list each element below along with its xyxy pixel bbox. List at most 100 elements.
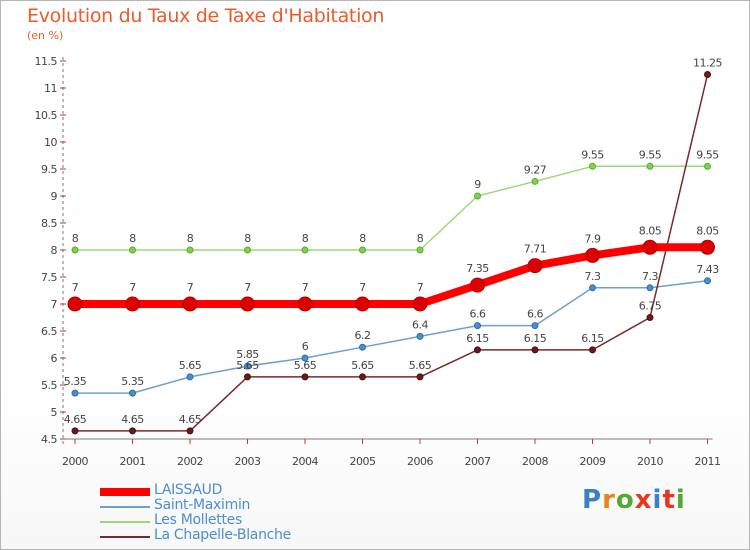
data-label: 5.65 (294, 359, 317, 372)
data-point (470, 277, 485, 293)
data-point (359, 373, 366, 381)
series-line (74, 165, 709, 251)
x-tick-label: 2003 (235, 455, 261, 468)
data-label: 7.35 (466, 262, 489, 275)
data-label: 7.9 (585, 232, 601, 245)
data-label: 4.65 (179, 413, 202, 426)
data-point (240, 296, 255, 312)
data-label: 7 (359, 281, 366, 294)
y-tick-label: 7 (51, 298, 58, 311)
data-label: 6.15 (581, 332, 604, 345)
data-point (412, 296, 428, 312)
data-label: 11.25 (693, 57, 722, 70)
y-tick-label: 10 (44, 136, 57, 149)
data-label: 6.75 (639, 300, 662, 313)
data-label: 9 (474, 178, 481, 191)
data-point (704, 71, 711, 78)
data-label: 4.65 (121, 413, 144, 426)
data-label: 8 (72, 232, 79, 245)
data-label: 9.55 (581, 148, 604, 161)
data-point (704, 277, 711, 285)
data-label: 9.55 (639, 148, 662, 161)
series-line (71, 243, 712, 308)
logo-letter: r (602, 485, 616, 515)
x-tick-label: 2006 (407, 455, 433, 468)
data-point (125, 296, 140, 312)
data-point (416, 246, 424, 254)
data-label: 7 (187, 281, 194, 294)
y-tick-label: 8 (51, 244, 58, 257)
data-point (700, 239, 715, 255)
data-label: 8 (187, 232, 194, 245)
data-point (71, 246, 79, 254)
data-label: 7.3 (642, 270, 658, 283)
legend-swatch (100, 521, 150, 523)
data-label: 9.55 (696, 148, 719, 161)
data-point (642, 239, 658, 255)
data-point (71, 427, 79, 435)
data-label: 5.85 (236, 348, 259, 361)
data-label: 6.2 (355, 329, 371, 342)
proxiti-logo: Proxiti (582, 485, 686, 515)
x-tick-label: 2000 (62, 455, 88, 468)
data-point (71, 389, 79, 397)
data-label: 9.27 (524, 163, 547, 176)
data-point (646, 162, 654, 170)
data-point (704, 162, 711, 170)
data-label: 7 (302, 281, 309, 294)
legend-swatch (100, 506, 150, 508)
data-label: 8.05 (696, 224, 719, 237)
data-label: 7 (129, 281, 136, 294)
data-point (182, 296, 198, 312)
data-point (355, 296, 370, 312)
x-tick-label: 2001 (120, 455, 146, 468)
legend-label: Les Mollettes (154, 512, 242, 528)
data-point (359, 343, 366, 351)
data-label: 6.6 (527, 308, 543, 321)
y-tick-label: 9.5 (41, 163, 57, 176)
data-point (301, 246, 309, 254)
data-label: 7.3 (585, 270, 601, 283)
logo-letter: x (634, 485, 653, 515)
legend-label: Saint-Maximin (154, 497, 251, 513)
y-tick-label: 6.5 (41, 325, 57, 338)
data-point (359, 246, 366, 254)
data-label: 6.15 (466, 332, 489, 345)
data-point (67, 296, 83, 312)
data-label: 8 (244, 232, 251, 245)
data-label: 8 (359, 232, 366, 245)
y-tick-label: 11 (44, 82, 57, 95)
y-tick-label: 4.5 (41, 433, 57, 446)
data-point (531, 322, 539, 330)
legend-swatch (100, 488, 150, 496)
data-point (589, 284, 596, 292)
data-point (129, 389, 136, 397)
logo-letter: i (675, 485, 686, 515)
y-tick-label: 10.5 (35, 109, 58, 122)
data-label: 5.65 (351, 359, 374, 372)
data-label: 5.65 (236, 359, 259, 372)
data-point (531, 177, 539, 185)
logo-letter: i (652, 485, 663, 515)
x-tick-label: 2007 (465, 455, 491, 468)
series-line (74, 73, 709, 432)
data-label: 7.43 (696, 263, 719, 276)
x-tick-label: 2005 (350, 455, 376, 468)
data-point (527, 258, 543, 274)
data-label: 7.71 (524, 243, 547, 256)
y-tick-label: 5.5 (41, 379, 57, 392)
data-point (589, 162, 596, 170)
data-point (186, 373, 194, 381)
data-point (244, 362, 251, 370)
y-tick-label: 8.5 (41, 217, 57, 230)
data-label: 4.65 (64, 413, 87, 426)
data-point (474, 192, 481, 200)
data-point (585, 247, 600, 263)
data-label: 6 (302, 340, 309, 353)
data-point (129, 246, 136, 254)
data-point (474, 346, 481, 354)
x-tick-label: 2008 (522, 455, 548, 468)
data-label: 7 (72, 281, 79, 294)
